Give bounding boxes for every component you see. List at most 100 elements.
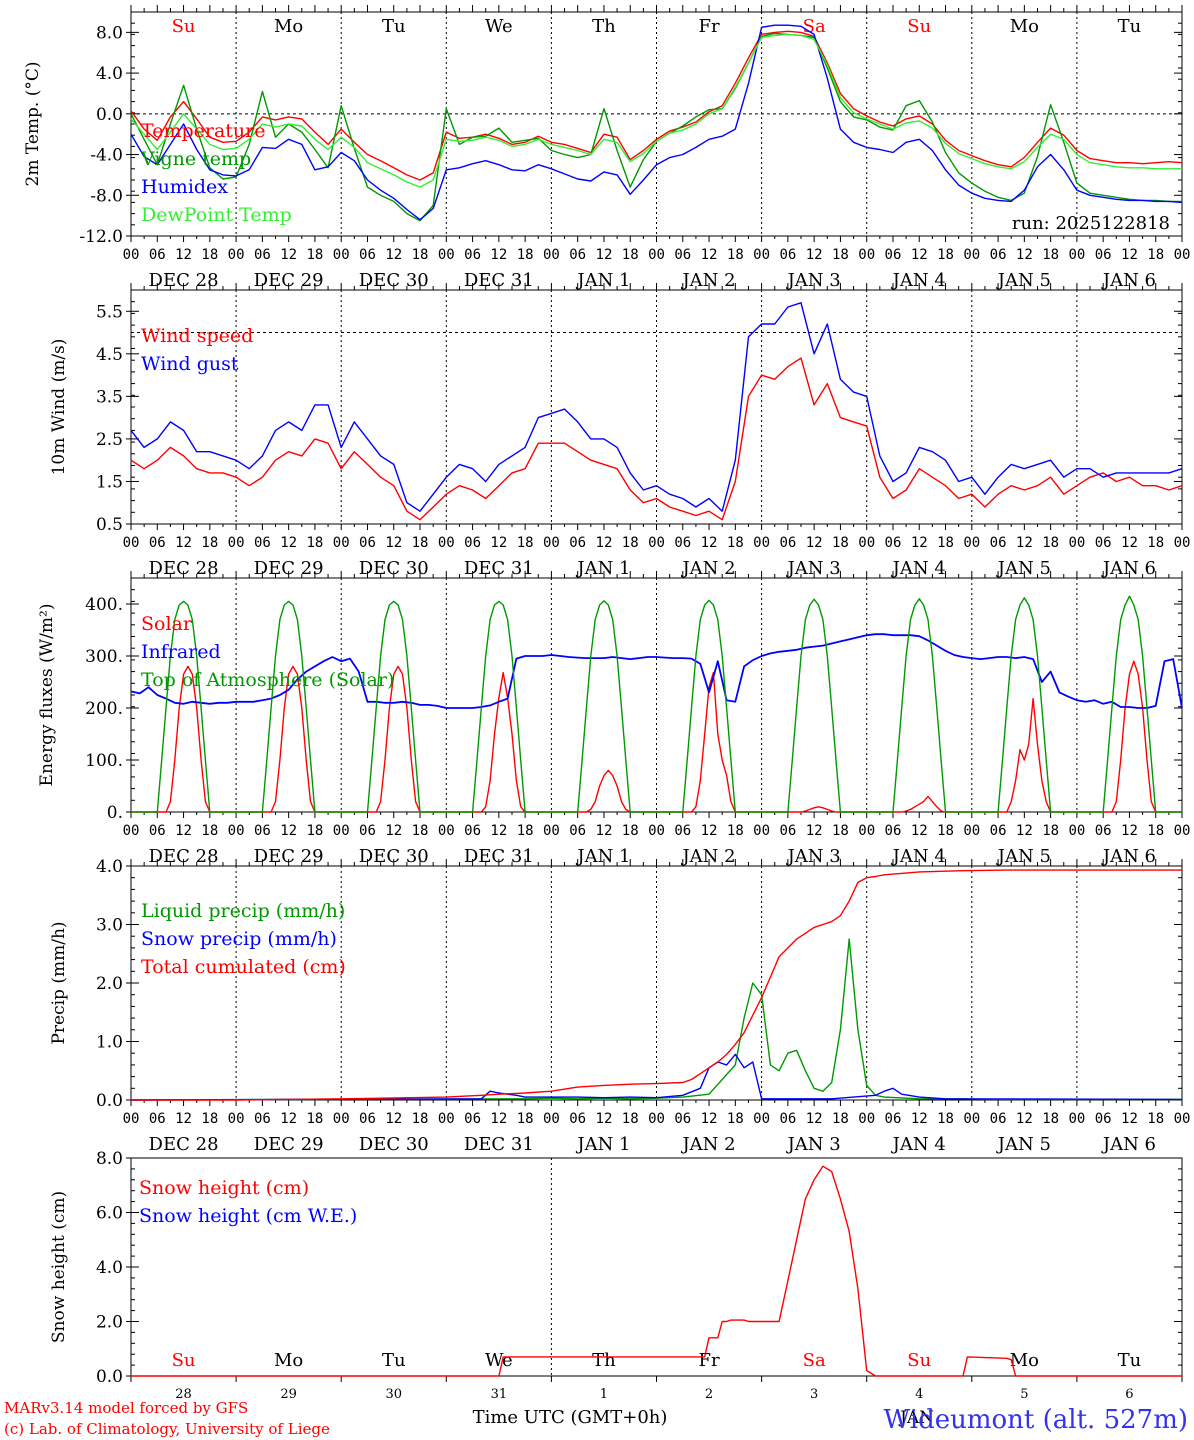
snow-y-tick-label: 2.0 <box>96 1313 123 1333</box>
energy-hour-label: 18 <box>306 823 323 839</box>
wind-hour-label: 12 <box>806 535 823 551</box>
temp-hour-label: 12 <box>280 247 297 263</box>
precip-hour-label: 00 <box>1068 1111 1085 1127</box>
energy-hour-label: 18 <box>727 823 744 839</box>
temp-hour-label: 18 <box>412 247 429 263</box>
precip-hour-label: 18 <box>306 1111 323 1127</box>
energy-hour-label: 18 <box>1042 823 1059 839</box>
wind-hour-label: 06 <box>359 535 376 551</box>
temp-hour-label: 06 <box>149 247 166 263</box>
energy-legend-item: Top of Atmosphere (Solar) <box>141 669 394 691</box>
energy-date-label: JAN 3 <box>786 846 841 867</box>
wind-series-wind-speed <box>130 357 1183 521</box>
energy-hour-label: 12 <box>490 823 507 839</box>
temp-legend-item: DewPoint Temp <box>141 204 292 226</box>
temp-y-axis-title: 2m Temp. (°C) <box>23 61 43 186</box>
precip-hour-label: 00 <box>648 1111 665 1127</box>
snow-day-name: We <box>485 1350 513 1371</box>
wind-hour-label: 12 <box>385 535 402 551</box>
temp-y-tick-label: -12.0 <box>79 227 123 247</box>
energy-hour-label: 18 <box>1147 823 1164 839</box>
precip-hour-label: 00 <box>123 1111 140 1127</box>
precip-date-label: DEC 31 <box>464 1134 534 1155</box>
wind-y-axis-title: 10m Wind (m/s) <box>49 339 69 476</box>
snow-date-label: 30 <box>385 1387 402 1402</box>
wind-hour-label: 18 <box>727 535 744 551</box>
precip-date-label: JAN 1 <box>575 1134 630 1155</box>
snow-y-tick-label: 8.0 <box>96 1149 123 1169</box>
precip-y-axis-title: Precip (mm/h) <box>49 921 69 1044</box>
wind-hour-label: 18 <box>1042 535 1059 551</box>
precip-legend-item: Liquid precip (mm/h) <box>141 900 345 922</box>
energy-date-label: JAN 1 <box>575 846 630 867</box>
wind-y-tick-label: 5.5 <box>96 302 123 322</box>
precip-hour-label: 12 <box>490 1111 507 1127</box>
temp-hour-label: 12 <box>701 247 718 263</box>
wind-legend-item: Wind gust <box>141 353 239 375</box>
model-credit: MARv3.14 model forced by GFS <box>4 1399 248 1417</box>
temp-day-name: Mo <box>274 16 303 37</box>
wind-date-label: JAN 5 <box>996 558 1051 579</box>
energy-hour-label: 12 <box>175 823 192 839</box>
energy-series-infrared <box>130 633 1183 709</box>
precip-hour-label: 00 <box>438 1111 455 1127</box>
energy-hour-label: 06 <box>464 823 481 839</box>
precip-hour-label: 18 <box>622 1111 639 1127</box>
temp-series-humidex <box>130 24 1183 221</box>
temp-hour-label: 00 <box>123 247 140 263</box>
temp-hour-label: 00 <box>648 247 665 263</box>
energy-date-label: DEC 31 <box>464 846 534 867</box>
wind-hour-label: 06 <box>674 535 691 551</box>
snow-day-name: Su <box>907 1350 931 1371</box>
energy-hour-label: 18 <box>832 823 849 839</box>
energy-hour-label: 12 <box>806 823 823 839</box>
energy-y-tick-label: 0. <box>107 803 123 823</box>
energy-hour-label: 06 <box>359 823 376 839</box>
precip-y-tick-label: 3.0 <box>96 916 123 936</box>
wind-hour-label: 12 <box>175 535 192 551</box>
wind-hour-label: 00 <box>858 535 875 551</box>
precip-hour-label: 00 <box>753 1111 770 1127</box>
precip-hour-label: 18 <box>832 1111 849 1127</box>
snow-date-label: 6 <box>1125 1387 1133 1402</box>
precip-y-tick-label: 4.0 <box>96 857 123 877</box>
precip-hour-label: 12 <box>280 1111 297 1127</box>
temp-hour-label: 00 <box>858 247 875 263</box>
snow-y-tick-label: 4.0 <box>96 1258 123 1278</box>
precip-hour-label: 12 <box>701 1111 718 1127</box>
energy-hour-label: 12 <box>911 823 928 839</box>
wind-hour-label: 12 <box>280 535 297 551</box>
precip-hour-label: 12 <box>1121 1111 1138 1127</box>
precip-hour-label: 18 <box>412 1111 429 1127</box>
snow-date-label: 28 <box>175 1387 192 1402</box>
precip-hour-label: 06 <box>885 1111 902 1127</box>
snow-date-label: 5 <box>1020 1387 1028 1402</box>
precip-hour-label: 06 <box>990 1111 1007 1127</box>
precip-hour-label: 12 <box>806 1111 823 1127</box>
energy-hour-label: 00 <box>438 823 455 839</box>
energy-hour-label: 00 <box>963 823 980 839</box>
precip-legend-item: Total cumulated (cm) <box>141 956 346 978</box>
temp-hour-label: 06 <box>569 247 586 263</box>
wind-legend-item: Wind speed <box>141 325 253 347</box>
wind-hour-label: 00 <box>1174 535 1191 551</box>
precip-legend-item: Snow precip (mm/h) <box>141 928 337 950</box>
wind-hour-label: 18 <box>306 535 323 551</box>
wind-hour-label: 06 <box>990 535 1007 551</box>
energy-hour-label: 00 <box>228 823 245 839</box>
snow-day-name: Mo <box>274 1350 303 1371</box>
temp-hour-label: 18 <box>517 247 534 263</box>
wind-hour-label: 06 <box>1095 535 1112 551</box>
precip-hour-label: 06 <box>674 1111 691 1127</box>
wind-hour-label: 12 <box>1121 535 1138 551</box>
energy-hour-label: 06 <box>1095 823 1112 839</box>
temp-legend-item: Vigne temp <box>140 148 251 170</box>
temp-series-dewpoint-temp <box>130 33 1182 188</box>
wind-date-label: JAN 3 <box>786 558 841 579</box>
precip-hour-label: 12 <box>911 1111 928 1127</box>
temp-hour-label: 06 <box>464 247 481 263</box>
wind-hour-label: 00 <box>438 535 455 551</box>
wind-hour-label: 06 <box>254 535 271 551</box>
snow-day-name: Th <box>592 1350 616 1371</box>
